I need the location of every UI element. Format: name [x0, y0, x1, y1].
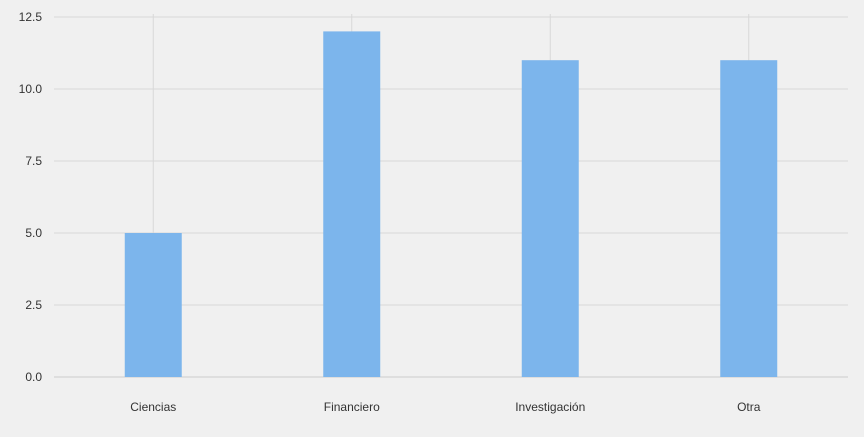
bar-otra[interactable]	[720, 60, 778, 377]
x-tick-label: Ciencias	[130, 400, 176, 414]
x-tick-label: Otra	[737, 400, 761, 414]
bar-layer	[124, 31, 778, 378]
y-tick-label: 0.0	[25, 370, 42, 384]
bar-investigaci-n[interactable]	[521, 60, 579, 377]
y-tick-label: 10.0	[19, 82, 43, 96]
y-tick-label: 2.5	[25, 298, 42, 312]
bar-financiero[interactable]	[323, 31, 381, 378]
y-tick-label: 7.5	[25, 154, 42, 168]
x-tick-label: Investigación	[515, 400, 585, 414]
x-tick-label: Financiero	[324, 400, 380, 414]
y-tick-label: 5.0	[25, 226, 42, 240]
x-axis-tick-labels: Ciencias Financiero Investigación Otra	[130, 400, 761, 414]
bar-ciencias[interactable]	[124, 233, 182, 377]
y-tick-label: 12.5	[19, 10, 43, 24]
y-axis-tick-labels: 0.0 2.5 5.0 7.5 10.0 12.5	[19, 10, 43, 384]
